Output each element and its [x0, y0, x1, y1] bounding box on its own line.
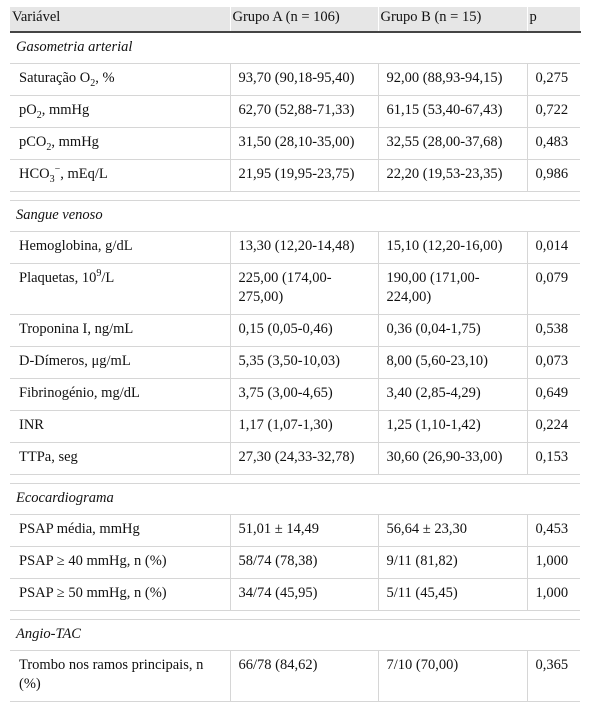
cell-group-a: 3,75 (3,00-4,65) — [230, 378, 379, 411]
cell-p: 0,453 — [527, 514, 580, 547]
cell-group-b: 5/11 (45,45) — [378, 578, 528, 611]
cell-group-b: 9/11 (81,82) — [378, 546, 528, 579]
cell-group-b: 15,10 (12,20-16,00) — [378, 231, 528, 264]
cell-group-a: 58/74 (78,38) — [230, 546, 379, 579]
row-label: PSAP média, mmHg — [10, 514, 231, 547]
cell-group-b: 8,00 (5,60-23,10) — [378, 346, 528, 379]
row-label: TTPa, seg — [10, 442, 231, 475]
section-row-gasometria: Gasometria arterial — [10, 31, 580, 64]
cell-p: 0,079 — [527, 263, 580, 315]
cell-p: 0,722 — [527, 95, 580, 128]
cell-group-a: 34/74 (45,95) — [230, 578, 379, 611]
spacer-row — [10, 191, 580, 201]
cell-group-b: 190,00 (171,00-224,00) — [378, 263, 528, 315]
cell-p: 1,000 — [527, 546, 580, 579]
spacer-row — [10, 610, 580, 620]
cell-group-b: 1,25 (1,10-1,42) — [378, 410, 528, 443]
row-label: Plaquetas, 109/L — [10, 263, 231, 315]
cell-p: 0,483 — [527, 127, 580, 160]
cell-group-a: 225,00 (174,00-275,00) — [230, 263, 379, 315]
cell-group-a: 27,30 (24,33-32,78) — [230, 442, 379, 475]
cell-p: 0,649 — [527, 378, 580, 411]
section-row-sangue: Sangue venoso — [10, 200, 580, 232]
cell-group-b: 92,00 (88,93-94,15) — [378, 63, 528, 96]
row-label: pO2, mmHg — [10, 95, 231, 128]
row-label: Fibrinogénio, mg/dL — [10, 378, 231, 411]
table-row: PSAP ≥ 50 mmHg, n (%) 34/74 (45,95) 5/11… — [10, 578, 580, 611]
cell-p: 0,275 — [527, 63, 580, 96]
cell-group-b: 0,36 (0,04-1,75) — [378, 314, 528, 347]
row-label: Hemoglobina, g/dL — [10, 231, 231, 264]
cell-p: 0,073 — [527, 346, 580, 379]
cell-group-a: 21,95 (19,95-23,75) — [230, 159, 379, 192]
row-label: Saturação O2, % — [10, 63, 231, 96]
cell-group-a: 93,70 (90,18-95,40) — [230, 63, 379, 96]
row-label: D-Dímeros, μg/mL — [10, 346, 231, 379]
table-row: PSAP média, mmHg 51,01 ± 14,49 56,64 ± 2… — [10, 514, 580, 547]
row-label: INR — [10, 410, 231, 443]
header-variable: Variável — [10, 7, 231, 33]
cell-group-a: 1,17 (1,07-1,30) — [230, 410, 379, 443]
spacer-row — [10, 474, 580, 484]
cell-group-b: 30,60 (26,90-33,00) — [378, 442, 528, 475]
table-row: PSAP ≥ 40 mmHg, n (%) 58/74 (78,38) 9/11… — [10, 546, 580, 579]
section-row-angio: Angio-TAC — [10, 619, 580, 651]
row-label: PSAP ≥ 40 mmHg, n (%) — [10, 546, 231, 579]
header-p: p — [527, 7, 581, 33]
cell-group-a: 31,50 (28,10-35,00) — [230, 127, 379, 160]
row-label: HCO3−, mEq/L — [10, 159, 231, 192]
table-row: pO2, mmHg 62,70 (52,88-71,33) 61,15 (53,… — [10, 95, 580, 128]
cell-group-b: 22,20 (19,53-23,35) — [378, 159, 528, 192]
table-row: TTPa, seg 27,30 (24,33-32,78) 30,60 (26,… — [10, 442, 580, 475]
cell-group-b: 32,55 (28,00-37,68) — [378, 127, 528, 160]
table-row: Troponina I, ng/mL 0,15 (0,05-0,46) 0,36… — [10, 314, 580, 347]
section-title: Sangue venoso — [10, 200, 580, 232]
cell-p: 0,986 — [527, 159, 580, 192]
row-label: Troponina I, ng/mL — [10, 314, 231, 347]
cell-group-b: 3,40 (2,85-4,29) — [378, 378, 528, 411]
row-label: Trombo nos ramos principais, n (%) — [10, 650, 231, 702]
header-group-b: Grupo B (n = 15) — [378, 7, 528, 33]
cell-p: 0,365 — [527, 650, 580, 702]
table-row: Saturação O2, % 93,70 (90,18-95,40) 92,0… — [10, 63, 580, 96]
section-title: Ecocardiograma — [10, 483, 580, 515]
cell-group-a: 62,70 (52,88-71,33) — [230, 95, 379, 128]
cell-group-b: 61,15 (53,40-67,43) — [378, 95, 528, 128]
cell-group-b: 56,64 ± 23,30 — [378, 514, 528, 547]
cell-group-b: 7/10 (70,00) — [378, 650, 528, 702]
cell-p: 0,224 — [527, 410, 580, 443]
section-title: Gasometria arterial — [10, 31, 580, 64]
header-group-a: Grupo A (n = 106) — [230, 7, 379, 33]
table-row: pCO2, mmHg 31,50 (28,10-35,00) 32,55 (28… — [10, 127, 580, 160]
cell-group-a: 13,30 (12,20-14,48) — [230, 231, 379, 264]
table-header-row: Variável Grupo A (n = 106) Grupo B (n = … — [10, 7, 581, 33]
table-row: D-Dímeros, μg/mL 5,35 (3,50-10,03) 8,00 … — [10, 346, 580, 379]
cell-p: 0,538 — [527, 314, 580, 347]
results-table: Variável Grupo A (n = 106) Grupo B (n = … — [10, 7, 581, 702]
cell-p: 0,014 — [527, 231, 580, 264]
table-row: Fibrinogénio, mg/dL 3,75 (3,00-4,65) 3,4… — [10, 378, 580, 411]
table-row: Hemoglobina, g/dL 13,30 (12,20-14,48) 15… — [10, 231, 580, 264]
row-label: PSAP ≥ 50 mmHg, n (%) — [10, 578, 231, 611]
cell-group-a: 0,15 (0,05-0,46) — [230, 314, 379, 347]
results-table-container: Variável Grupo A (n = 106) Grupo B (n = … — [10, 7, 581, 702]
cell-group-a: 5,35 (3,50-10,03) — [230, 346, 379, 379]
table-row: Trombo nos ramos principais, n (%) 66/78… — [10, 650, 580, 702]
table-row: HCO3−, mEq/L 21,95 (19,95-23,75) 22,20 (… — [10, 159, 580, 192]
section-title: Angio-TAC — [10, 619, 580, 651]
cell-group-a: 51,01 ± 14,49 — [230, 514, 379, 547]
table-row: Plaquetas, 109/L 225,00 (174,00-275,00) … — [10, 263, 580, 315]
table-row: INR 1,17 (1,07-1,30) 1,25 (1,10-1,42) 0,… — [10, 410, 580, 443]
cell-p: 1,000 — [527, 578, 580, 611]
section-row-eco: Ecocardiograma — [10, 483, 580, 515]
cell-p: 0,153 — [527, 442, 580, 475]
row-label: pCO2, mmHg — [10, 127, 231, 160]
cell-group-a: 66/78 (84,62) — [230, 650, 379, 702]
